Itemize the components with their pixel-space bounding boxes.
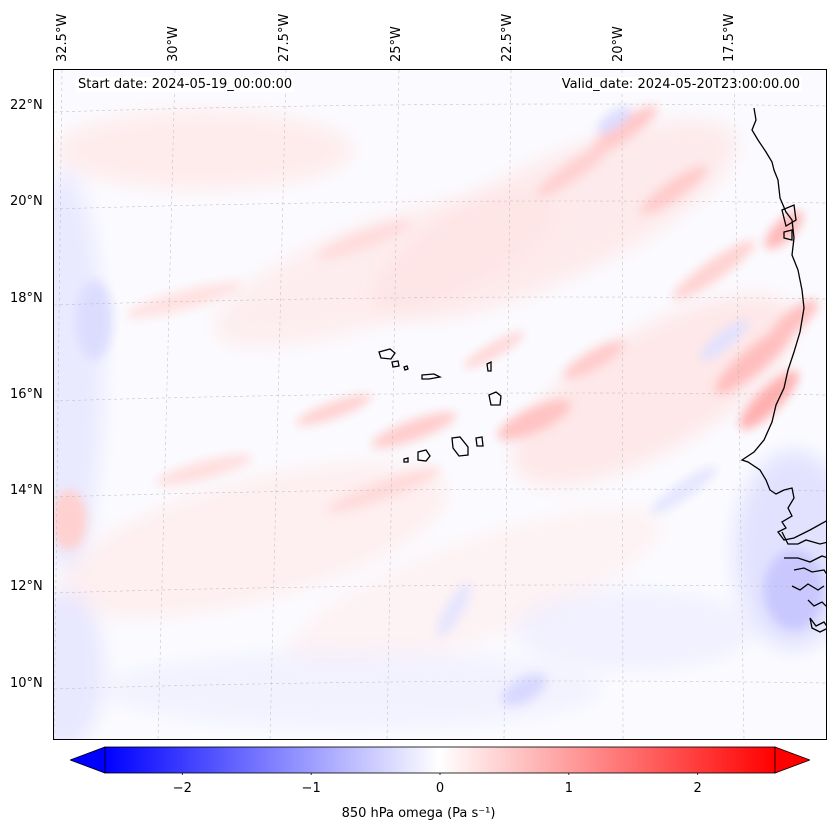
colorbar-tickmarks xyxy=(181,773,699,775)
latitude-label: 12°N xyxy=(10,579,43,594)
longitude-label: 17.5°W xyxy=(722,13,737,62)
omega-map xyxy=(54,70,826,739)
map-panel xyxy=(53,69,827,740)
colorbar-label: 850 hPa omega (Pa s⁻¹) xyxy=(341,806,496,821)
map-gridlines xyxy=(54,70,826,739)
longitude-label: 30°W xyxy=(166,26,181,62)
colorbar-tick-label: −2 xyxy=(172,781,192,796)
latitude-label: 16°N xyxy=(10,387,43,402)
colorbar-body xyxy=(70,746,810,774)
latitude-label: 10°N xyxy=(10,676,43,691)
island-coastlines xyxy=(378,348,502,463)
colorbar-tick-label: 2 xyxy=(693,781,702,796)
latitude-label: 22°N xyxy=(10,98,43,113)
longitude-label: 22.5°W xyxy=(500,13,515,62)
colorbar xyxy=(70,746,810,775)
colorbar-tick-label: 0 xyxy=(435,781,445,796)
longitude-label: 20°W xyxy=(611,26,626,62)
longitude-label: 25°W xyxy=(389,26,404,62)
mainland-coastline xyxy=(740,107,826,633)
latitude-label: 20°N xyxy=(10,194,43,209)
valid-date-label: Valid_date: 2024-05-20T23:00:00.00 xyxy=(559,77,802,92)
latitude-label: 18°N xyxy=(10,291,43,306)
omega-field-streaks xyxy=(54,105,824,707)
longitude-label: 27.5°W xyxy=(277,13,292,62)
colorbar-tick-label: 1 xyxy=(564,781,573,796)
longitude-label: 32.5°W xyxy=(55,13,70,62)
omega-field-diffuse xyxy=(54,110,826,739)
latitude-label: 14°N xyxy=(10,483,43,498)
colorbar-tick-label: −1 xyxy=(301,781,321,796)
start-date-label: Start date: 2024-05-19_00:00:00 xyxy=(76,77,295,92)
